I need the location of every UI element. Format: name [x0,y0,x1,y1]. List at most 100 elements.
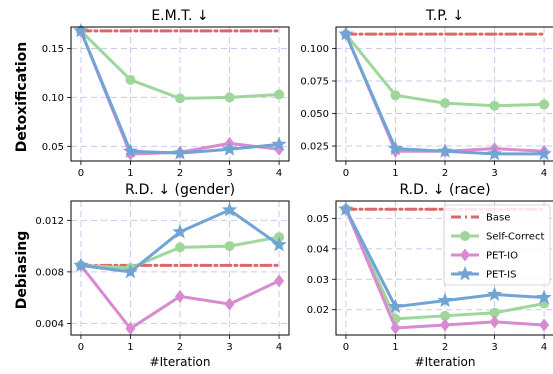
data-point-pet-io [175,289,185,303]
chart-panel-1: 0 1 2 3 4 0.05 0.10 0.15 E.M.T. ↓ [42,8,290,179]
chart-title: R.D. ↓ (race) [399,182,490,198]
data-point-self-correct [489,100,500,111]
y-tick-label: 0.10 [42,93,64,104]
data-point-pet-io [390,321,401,335]
data-point-pet-is [338,201,354,216]
x-tick-label: 1 [127,342,133,353]
data-point-pet-is [172,145,188,160]
x-tick-label: 3 [491,168,497,179]
x-tick-label: 0 [343,168,349,179]
data-point-pet-io [440,318,450,332]
data-point-pet-is [486,145,503,161]
legend-marker-self-correct [460,231,470,241]
x-tick-label: 0 [78,168,84,179]
y-tick-label: 0.03 [307,275,329,286]
legend-marker-pet-is [457,266,473,281]
data-point-pet-is [271,236,287,252]
x-tick-label: 2 [442,168,448,179]
data-point-self-correct [175,242,185,253]
y-tick-label: 0.008 [35,267,64,278]
legend-label-self-correct: Self-Correct [486,232,544,243]
data-point-self-correct [539,99,550,110]
x-tick-label: 2 [177,168,183,179]
y-tick-label: 0.004 [35,319,64,330]
data-point-pet-is [437,292,453,308]
axes-frame [335,26,553,162]
data-point-pet-is [387,140,404,156]
chart-title: T.P. ↓ [425,8,464,24]
x-tick-label: 1 [392,342,398,353]
legend: Base Self-Correct PET-IO PET-IS [443,204,551,286]
axes-frame [70,200,290,336]
x-tick-label: 3 [226,168,232,179]
x-tick-label: 4 [276,168,282,179]
x-tick-label: 3 [491,342,497,353]
y-tick-label: 0.02 [307,305,329,316]
data-point-pet-is [221,141,238,156]
data-point-pet-is [122,143,139,158]
axes-frame [70,26,290,162]
data-point-self-correct [125,74,136,85]
data-point-pet-io [125,322,136,336]
data-point-pet-is [271,136,287,151]
data-point-self-correct [489,307,500,318]
y-tick-label: 0.012 [35,216,64,227]
y-tick-label: 0.05 [42,142,64,153]
data-point-self-correct [440,98,450,109]
y-tick-label: 0.15 [42,44,64,55]
legend-label-base: Base [486,213,510,224]
x-tick-label: 4 [541,168,547,179]
x-axis-label: #Iteration [415,355,476,369]
data-point-self-correct [274,89,285,100]
chart-title: E.M.T. ↓ [151,8,208,24]
x-tick-label: 0 [78,342,84,353]
data-point-pet-io [539,318,550,332]
data-point-pet-is [73,257,89,272]
data-point-pet-io [224,297,235,311]
data-point-pet-is [338,26,354,41]
x-tick-label: 2 [442,342,448,353]
legend-marker-pet-io [460,248,470,262]
legend-box [443,204,551,286]
data-point-pet-is [73,22,89,38]
chart-title: R.D. ↓ (gender) [125,182,235,198]
data-point-self-correct [224,241,235,252]
x-axis-label: #Iteration [150,355,211,369]
y-tick-label: 0.075 [300,76,329,87]
chart-panel-3: 0 1 2 3 4 0.004 0.008 0.012 R.D. ↓ (gender) #Iter… [35,182,290,369]
data-point-pet-is [437,143,453,158]
y-tick-label: 0.050 [300,109,329,120]
data-point-self-correct [440,310,450,321]
axes-frame [335,200,553,336]
x-tick-label: 4 [541,342,547,353]
legend-label-pet-is: PET-IS [486,270,516,281]
data-point-pet-io [489,315,500,329]
row-label-debiasing: Debiasing [14,231,30,310]
y-tick-label: 0.025 [300,142,329,153]
data-point-pet-is [387,298,404,314]
x-tick-label: 2 [177,342,183,353]
data-point-self-correct [224,92,235,103]
data-point-pet-is [221,202,238,217]
data-point-self-correct [390,90,401,101]
y-tick-label: 0.04 [307,244,329,255]
data-point-pet-is [122,263,139,279]
data-point-self-correct [175,93,185,104]
data-point-pet-is [172,223,188,239]
chart-panel-4: 0 1 2 3 4 0.02 0.03 0.04 0.05 R.D. ↓ (race) #Itera… [307,182,553,369]
y-tick-label: 0.100 [300,44,329,55]
x-tick-label: 3 [226,342,232,353]
legend-label-pet-io: PET-IO [486,251,518,262]
x-tick-label: 1 [392,168,398,179]
data-point-pet-is [536,289,552,305]
data-point-pet-is [536,145,552,161]
data-point-pet-io [274,274,285,288]
chart-panel-2: 0 1 2 3 4 0.025 0.050 0.075 0.100 T.P. ↓ [300,8,553,179]
x-tick-label: 4 [276,342,282,353]
row-label-detoxification: Detoxification [14,42,30,152]
x-tick-label: 1 [127,168,133,179]
data-point-pet-is [486,286,503,301]
y-tick-label: 0.05 [307,214,329,225]
x-tick-label: 0 [343,342,349,353]
